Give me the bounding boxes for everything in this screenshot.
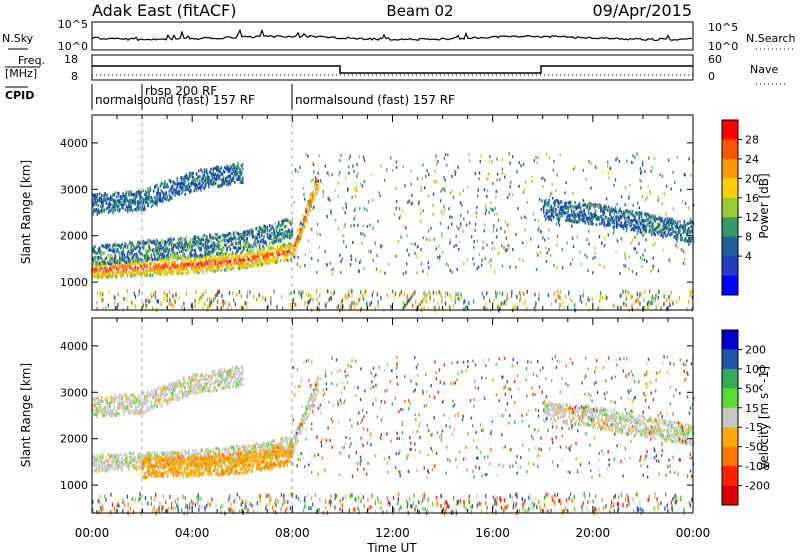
power-ytick-3: 1000 [60, 276, 88, 289]
cpid-program-2: normalsound (fast) 157 RF [295, 93, 455, 107]
power-colorbar-swatch-0 [722, 120, 738, 140]
cpid-panel: CPID normalsound (fast) 157 RF rbsp 200 … [5, 84, 455, 110]
xtick-5: 20:00 [576, 526, 611, 540]
velocity-panel [92, 318, 694, 516]
freq-tick-right-bottom: 0 [708, 70, 715, 83]
xtick-0: 00:00 [75, 526, 110, 540]
power-ytick-2: 2000 [60, 230, 88, 243]
noise-left-label: N.Sky [2, 32, 34, 45]
velocity-colorbar-swatch-5 [722, 427, 738, 447]
vel-ytick-1: 3000 [60, 386, 88, 399]
power-colorbar-swatch-3 [722, 178, 738, 198]
power-colorbar-swatch-7 [722, 256, 738, 276]
freq-label-2: [MHz] [5, 67, 37, 80]
power-colorbar-swatch-4 [722, 198, 738, 218]
date-title: 09/Apr/2015 [592, 1, 692, 20]
velocity-colorbar-tick-7: -200 [745, 480, 770, 493]
cpid-program-1: rbsp 200 RF [145, 84, 217, 98]
noise-tick-left-bottom: 10^0 [58, 40, 88, 53]
power-colorbar-swatch-1 [722, 139, 738, 159]
velocity-colorbar-label: Velocity [m s^-1] [757, 366, 771, 470]
power-colorbar-label: Power [dB] [757, 173, 771, 238]
vel-ytick-0: 4000 [60, 340, 88, 353]
power-ytick-0: 4000 [60, 137, 88, 150]
ylabel-velocity: Slant Range [km] [19, 363, 33, 467]
velocity-colorbar-swatch-3 [722, 388, 738, 408]
freq-tick-left-top: 18 [64, 53, 78, 66]
xtick-2: 08:00 [275, 526, 310, 540]
power-colorbar-tick-1: 24 [745, 153, 759, 166]
freq-label-1: Freq. [18, 54, 45, 67]
power-ytick-1: 3000 [60, 183, 88, 196]
velocity-colorbar-swatch-2 [722, 369, 738, 389]
noise-panel: N.Sky N.Search 10^5 10^0 10^5 10^0 [2, 18, 796, 53]
xlabel: Time UT [366, 541, 417, 554]
noise-right-label: N.Search [746, 32, 796, 45]
beam-title: Beam 02 [386, 2, 453, 20]
velocity-colorbar-swatch-7 [722, 466, 738, 486]
ylabel-power: Slant Range [km] [19, 160, 33, 264]
power-colorbar-swatch-6 [722, 237, 738, 257]
velocity-colorbar-swatch-4 [722, 408, 738, 428]
vel-ytick-3: 1000 [60, 479, 88, 492]
power-colorbar-swatch-8 [722, 276, 738, 296]
power-panel [92, 115, 694, 313]
velocity-colorbar-tick-0: 200 [745, 343, 766, 356]
velocity-colorbar-swatch-0 [722, 330, 738, 350]
velocity-colorbar-swatch-8 [722, 486, 738, 506]
vel-ytick-2: 2000 [60, 433, 88, 446]
noise-tick-right-bottom: 10^0 [708, 40, 738, 53]
xtick-1: 04:00 [175, 526, 210, 540]
noise-tick-left-top: 10^5 [58, 18, 88, 31]
freq-panel: Freq. [MHz] 18 8 60 0 Nave [5, 53, 786, 84]
xtick-4: 16:00 [475, 526, 510, 540]
power-colorbar-swatch-5 [722, 217, 738, 237]
cpid-label: CPID [5, 89, 34, 102]
velocity-colorbar-swatch-6 [722, 447, 738, 467]
velocity-colorbar-swatch-1 [722, 349, 738, 369]
station-title: Adak East (fitACF) [92, 1, 236, 20]
freq-tick-left-bottom: 8 [71, 70, 78, 83]
noise-tick-right-top: 10^5 [708, 21, 738, 34]
power-colorbar-tick-6: 4 [745, 250, 752, 263]
nave-label: Nave [750, 63, 778, 76]
power-colorbar-tick-0: 28 [745, 133, 759, 146]
freq-tick-right-top: 60 [708, 53, 722, 66]
xtick-3: 12:00 [375, 526, 410, 540]
power-colorbar-swatch-2 [722, 159, 738, 179]
xtick-6: 00:00 [676, 526, 711, 540]
power-colorbar-tick-5: 8 [745, 231, 752, 244]
